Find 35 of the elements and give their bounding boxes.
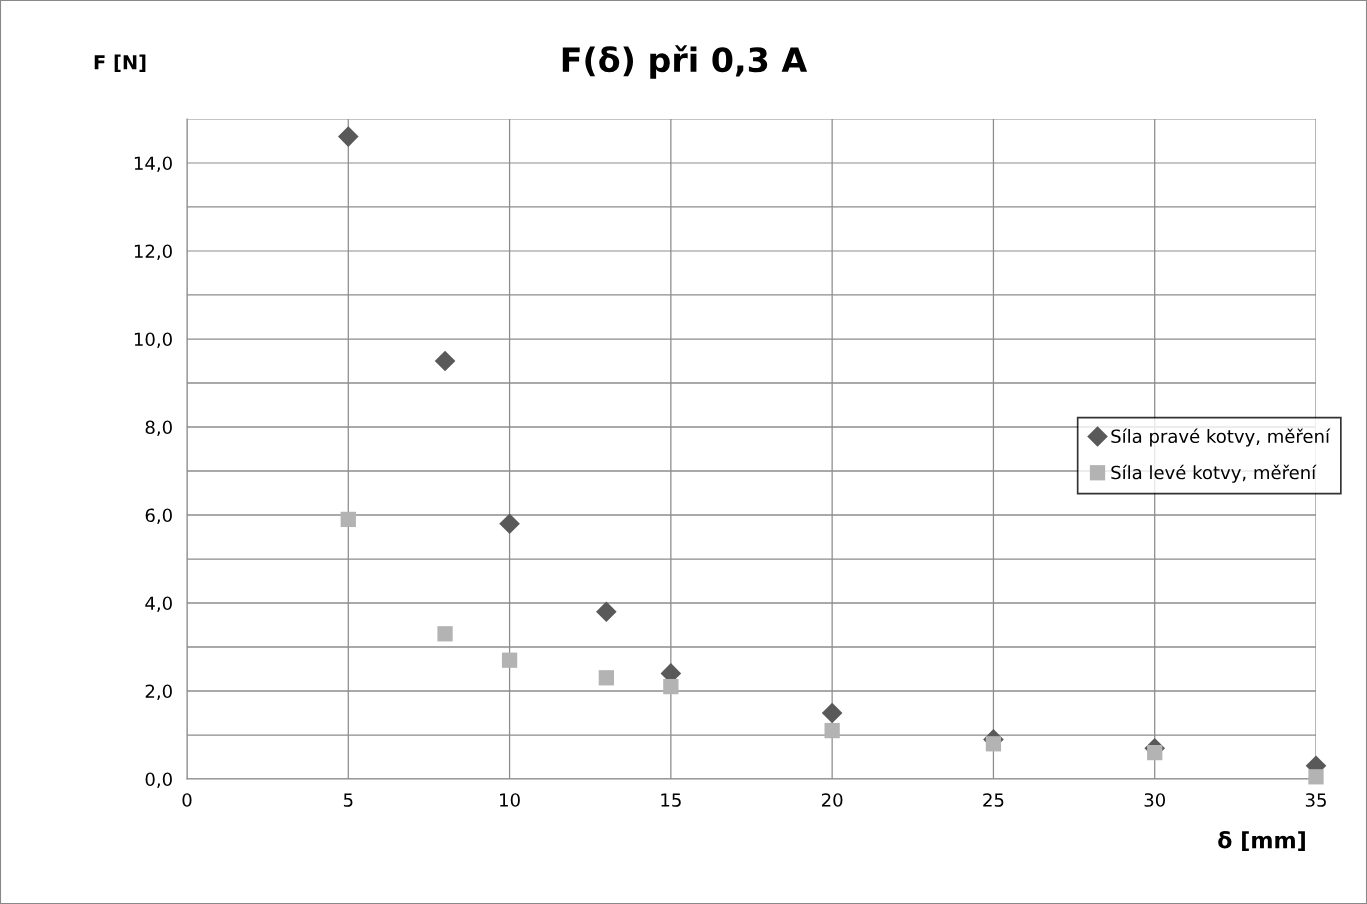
x-tick-label: 5 xyxy=(343,793,353,807)
x-tick-label: 10 xyxy=(500,793,520,807)
x-axis-title: δ [mm] xyxy=(1218,831,1305,852)
y-tick-label: 8,0 xyxy=(145,420,172,436)
point xyxy=(337,126,359,147)
y-axis-title: F [N] xyxy=(94,54,146,72)
point xyxy=(437,626,453,642)
x-tick-label: 25 xyxy=(983,793,1004,807)
legend-label: Síla pravé kotvy, měření xyxy=(1111,428,1331,447)
point xyxy=(821,702,843,724)
point xyxy=(824,722,840,739)
point xyxy=(598,670,614,686)
point xyxy=(340,511,356,528)
chart-title: F(δ) při 0,3 A xyxy=(562,45,808,79)
point xyxy=(1147,744,1163,761)
x-tick-label: 35 xyxy=(1305,793,1326,807)
x-tick-label: 0 xyxy=(182,793,192,807)
point xyxy=(434,350,456,372)
point xyxy=(596,601,617,623)
y-tick-label: 4,0 xyxy=(145,596,172,612)
y-tick-label: 12,0 xyxy=(134,244,172,260)
point xyxy=(663,678,679,695)
x-tick-label: 20 xyxy=(821,793,843,807)
y-tick-label: 0,0 xyxy=(145,772,172,788)
legend-label: Síla levé kotvy, měření xyxy=(1111,464,1317,483)
point xyxy=(1308,769,1324,785)
point xyxy=(501,652,518,668)
point xyxy=(985,736,1002,752)
y-tick-label: 14,0 xyxy=(134,156,172,172)
point xyxy=(499,513,520,535)
y-tick-label: 10,0 xyxy=(134,332,172,348)
x-tick-label: 30 xyxy=(1144,793,1165,807)
x-tick-label: 15 xyxy=(661,793,681,807)
y-tick-label: 2,0 xyxy=(145,684,172,700)
y-tick-label: 6,0 xyxy=(145,508,172,524)
